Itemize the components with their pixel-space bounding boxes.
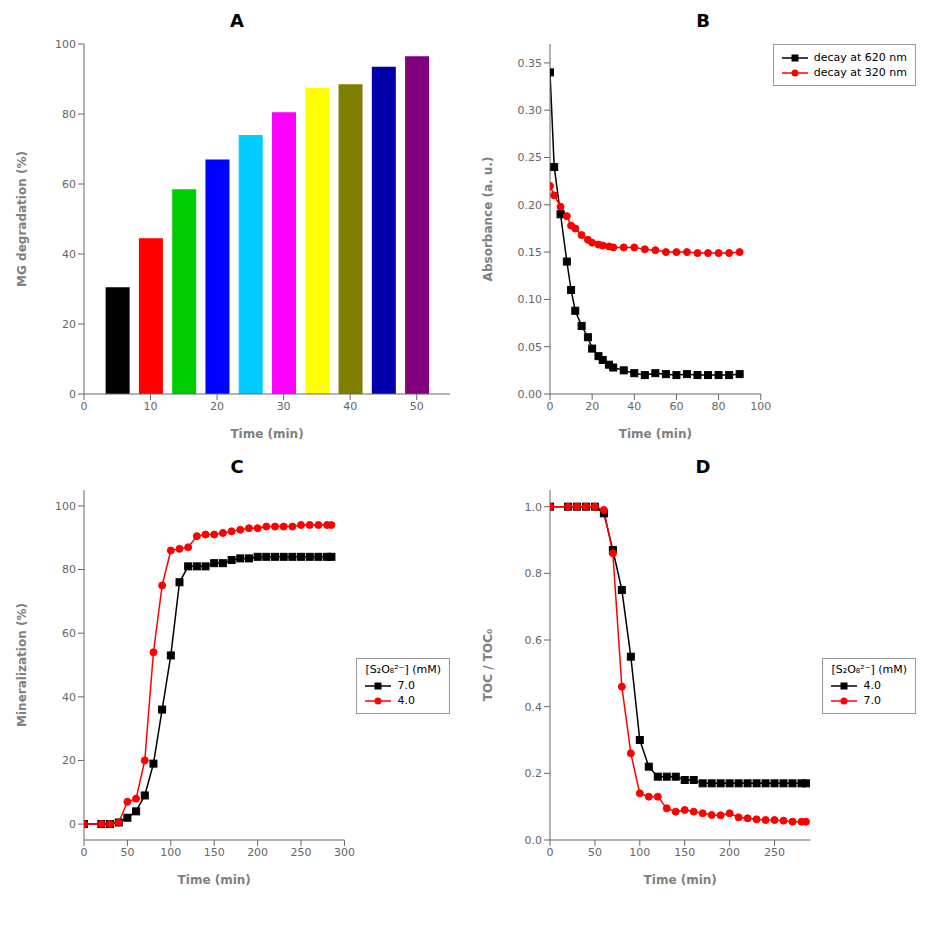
svg-text:0: 0 [81,846,88,859]
svg-text:50: 50 [588,846,602,859]
svg-text:0: 0 [69,818,76,831]
svg-text:0: 0 [81,400,88,413]
svg-text:150: 150 [204,846,225,859]
svg-text:80: 80 [712,400,726,413]
html-text:decay at 620 nm: decay at 620 nm [813,51,907,64]
svg-text:40: 40 [343,400,357,413]
svg-text:50: 50 [410,400,424,413]
svg-text:150: 150 [674,846,695,859]
svg-text:0: 0 [547,400,554,413]
html-text:7.0: 7.0 [863,694,881,707]
svg-text:60: 60 [62,178,76,191]
svg-text:10: 10 [144,400,158,413]
svg-text:0.8: 0.8 [525,567,543,580]
svg-text:0.15: 0.15 [518,246,543,259]
svg-text:40: 40 [62,248,76,261]
svg-text:0.00: 0.00 [518,388,543,401]
svg-text:50: 50 [120,846,134,859]
html-text:D: D [695,456,711,477]
svg-text:Time (min): Time (min) [178,873,251,887]
svg-text:0: 0 [69,388,76,401]
svg-text:300: 300 [334,846,355,859]
svg-text:30: 30 [277,400,291,413]
svg-text:60: 60 [62,627,76,640]
html-text:decay at 320 nm: decay at 320 nm [813,66,907,79]
svg-text:Time (min): Time (min) [644,873,717,887]
svg-text:100: 100 [55,500,76,513]
svg-text:80: 80 [62,563,76,576]
svg-text:0.25: 0.25 [518,151,543,164]
svg-text:40: 40 [627,400,641,413]
svg-text:0.30: 0.30 [518,104,543,117]
svg-text:0.20: 0.20 [518,199,543,212]
svg-text:100: 100 [55,38,76,51]
svg-text:Mineralization (%): Mineralization (%) [15,603,29,727]
svg-text:60: 60 [669,400,683,413]
svg-text:200: 200 [719,846,740,859]
html-text:A: A [230,10,244,31]
svg-text:0.05: 0.05 [518,341,543,354]
svg-text:0.2: 0.2 [525,767,543,780]
svg-text:TOC / TOC₀: TOC / TOC₀ [481,629,495,701]
svg-text:20: 20 [62,318,76,331]
svg-text:40: 40 [62,691,76,704]
svg-text:20: 20 [585,400,599,413]
svg-text:0.0: 0.0 [525,834,543,847]
svg-text:Time (min): Time (min) [619,427,692,441]
svg-text:1.0: 1.0 [525,501,543,514]
svg-text:Time (min): Time (min) [230,427,303,441]
svg-text:100: 100 [750,400,771,413]
svg-text:Absorbance (a. u.): Absorbance (a. u.) [481,157,495,282]
svg-text:200: 200 [247,846,268,859]
html-text:7.0: 7.0 [397,679,415,692]
svg-text:80: 80 [62,108,76,121]
svg-text:20: 20 [210,400,224,413]
html-text:4.0: 4.0 [863,679,881,692]
svg-text:0.6: 0.6 [525,634,543,647]
svg-text:0.4: 0.4 [525,701,543,714]
svg-text:MG degradation (%): MG degradation (%) [15,151,29,287]
html-text:B: B [696,10,710,31]
svg-text:250: 250 [764,846,785,859]
html-text:[S₂O₈²⁻] (mM): [S₂O₈²⁻] (mM) [831,663,907,676]
svg-text:20: 20 [62,754,76,767]
svg-text:100: 100 [160,846,181,859]
html-text:4.0: 4.0 [397,694,415,707]
html-text:[S₂O₈²⁻] (mM): [S₂O₈²⁻] (mM) [365,663,441,676]
svg-text:0.10: 0.10 [518,293,543,306]
svg-text:0.35: 0.35 [518,57,543,70]
svg-text:0: 0 [547,846,554,859]
svg-text:250: 250 [291,846,312,859]
svg-text:100: 100 [629,846,650,859]
html-text:C: C [230,456,244,477]
